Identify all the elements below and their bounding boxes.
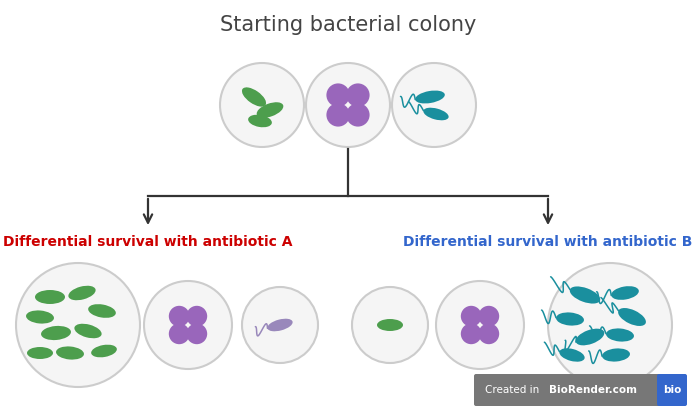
Ellipse shape bbox=[556, 312, 584, 326]
Ellipse shape bbox=[423, 108, 449, 120]
Circle shape bbox=[548, 263, 672, 387]
Circle shape bbox=[346, 83, 370, 107]
Circle shape bbox=[187, 324, 207, 344]
Ellipse shape bbox=[27, 347, 53, 359]
FancyBboxPatch shape bbox=[657, 374, 687, 406]
Circle shape bbox=[16, 263, 140, 387]
Ellipse shape bbox=[91, 345, 117, 357]
Text: Differential survival with antibiotic B: Differential survival with antibiotic B bbox=[403, 235, 693, 249]
Text: Starting bacterial colony: Starting bacterial colony bbox=[220, 15, 476, 35]
Ellipse shape bbox=[41, 326, 71, 340]
Circle shape bbox=[187, 306, 207, 327]
Circle shape bbox=[352, 287, 428, 363]
Ellipse shape bbox=[74, 324, 102, 338]
Ellipse shape bbox=[377, 319, 403, 331]
FancyBboxPatch shape bbox=[474, 374, 664, 406]
Ellipse shape bbox=[606, 328, 634, 342]
Circle shape bbox=[242, 287, 318, 363]
Ellipse shape bbox=[560, 348, 585, 362]
Ellipse shape bbox=[267, 319, 292, 331]
Circle shape bbox=[169, 324, 189, 344]
Ellipse shape bbox=[416, 90, 445, 103]
Ellipse shape bbox=[611, 286, 639, 300]
Ellipse shape bbox=[68, 286, 95, 300]
Text: BioRender.com: BioRender.com bbox=[549, 385, 637, 395]
Text: Created in: Created in bbox=[485, 385, 542, 395]
Circle shape bbox=[346, 103, 370, 127]
Circle shape bbox=[461, 306, 482, 327]
Circle shape bbox=[326, 103, 350, 127]
Circle shape bbox=[306, 63, 390, 147]
Ellipse shape bbox=[602, 348, 630, 362]
Ellipse shape bbox=[248, 115, 272, 127]
Text: Differential survival with antibiotic A: Differential survival with antibiotic A bbox=[3, 235, 293, 249]
Ellipse shape bbox=[88, 304, 116, 318]
Ellipse shape bbox=[26, 310, 54, 324]
Circle shape bbox=[220, 63, 304, 147]
Circle shape bbox=[478, 306, 499, 327]
Ellipse shape bbox=[56, 346, 84, 360]
Ellipse shape bbox=[570, 286, 600, 303]
Ellipse shape bbox=[618, 308, 646, 326]
Circle shape bbox=[326, 83, 350, 107]
Ellipse shape bbox=[257, 102, 283, 118]
Ellipse shape bbox=[242, 88, 266, 107]
Circle shape bbox=[169, 306, 189, 327]
Ellipse shape bbox=[35, 290, 65, 304]
Circle shape bbox=[436, 281, 524, 369]
Circle shape bbox=[392, 63, 476, 147]
Text: bio: bio bbox=[663, 385, 681, 395]
Ellipse shape bbox=[576, 329, 604, 345]
Circle shape bbox=[461, 324, 482, 344]
Circle shape bbox=[478, 324, 499, 344]
Circle shape bbox=[144, 281, 232, 369]
